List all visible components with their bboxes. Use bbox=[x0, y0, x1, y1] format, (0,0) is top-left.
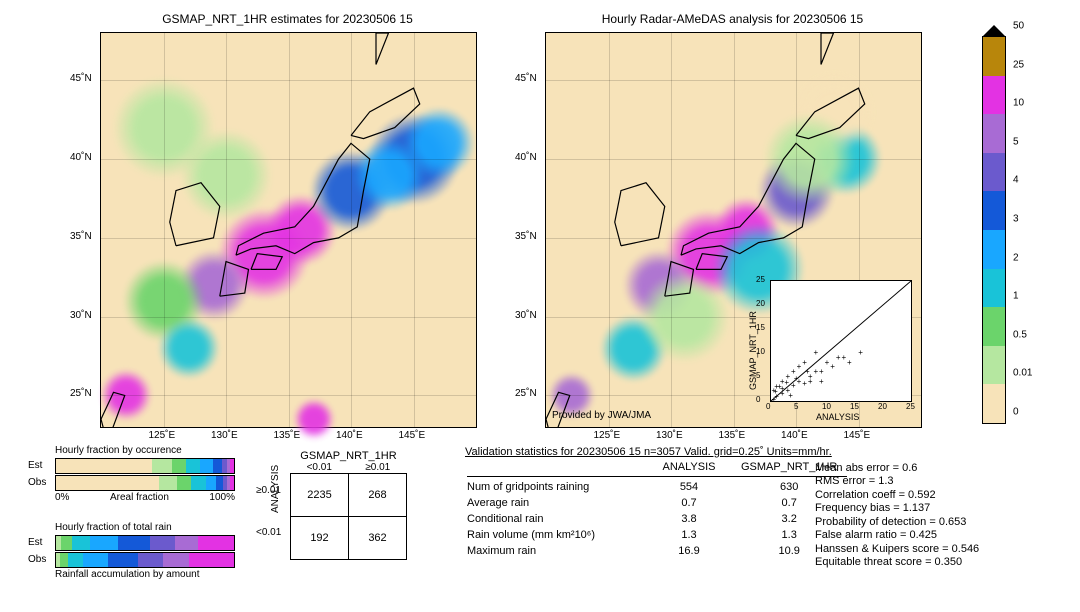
validation-table: Validation statistics for 20230506 15 n=… bbox=[465, 446, 849, 560]
colorbar: 00.010.512345102550 bbox=[982, 36, 1006, 424]
hourly-totalrain-chart: Hourly fraction of total rainEstObsRainf… bbox=[55, 522, 235, 582]
scatter-plot: +++++++++++++++++++++++++++++++++ bbox=[770, 280, 912, 402]
hourly-occurrence-chart: Hourly fraction by occurenceEstObs0%Area… bbox=[55, 445, 235, 503]
left-map bbox=[100, 32, 477, 428]
right-map-title: Hourly Radar-AMeDAS analysis for 2023050… bbox=[545, 12, 920, 26]
left-map-title: GSMAP_NRT_1HR estimates for 20230506 15 bbox=[100, 12, 475, 26]
contingency-table: GSMAP_NRT_1HR<0.01≥0.012235268192362ANAL… bbox=[290, 450, 407, 560]
stats-list: Mean abs error = 0.6RMS error = 1.3Corre… bbox=[815, 460, 979, 570]
